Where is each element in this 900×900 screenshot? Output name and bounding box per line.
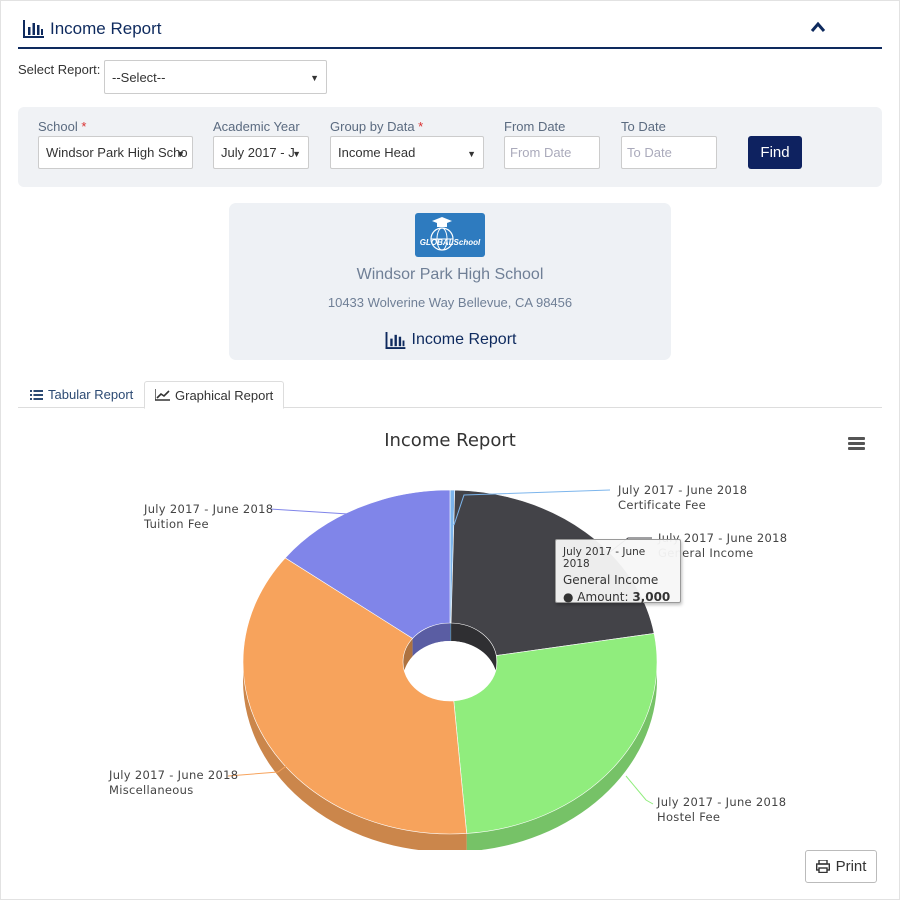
group-by-select[interactable]: Income Head ▼ (330, 136, 484, 169)
group-by-value: Income Head (338, 145, 416, 160)
page-title: Income Report (22, 19, 162, 39)
tooltip-header: July 2017 - June 2018 (563, 546, 646, 570)
tabs-divider (18, 407, 882, 408)
school-name: Windsor Park High School (356, 266, 544, 283)
data-label-tuition-fee: July 2017 - June 2018 Tuition Fee (144, 502, 274, 531)
income-chart: Income Report July 2017 - June 2018 Certi… (18, 420, 882, 850)
report-title: Income Report (229, 331, 671, 349)
academic-year-label: Academic Year (213, 119, 300, 134)
bar-chart-icon (385, 331, 405, 349)
pie-chart-svg (227, 489, 658, 850)
school-address: 10433 Wolverine Way Bellevue, CA 98456 (327, 295, 573, 310)
school-select[interactable]: Windsor Park High Scho ▼ (38, 136, 193, 169)
school-logo: GLOBALSchool (415, 213, 485, 257)
connector-miscellaneous (227, 749, 309, 777)
from-date-label: From Date (504, 119, 566, 134)
school-select-value: Windsor Park High Scho (46, 145, 188, 160)
data-label-certificate-fee: July 2017 - June 2018 Certificate Fee (618, 483, 748, 512)
academic-year-select[interactable]: July 2017 - J ▼ (213, 136, 309, 169)
caret-down-icon: ▼ (176, 148, 185, 159)
pie-inner-wall-miscellaneous (403, 638, 413, 680)
chart-title: Income Report (384, 430, 516, 451)
list-icon (30, 389, 43, 400)
pie-side-hostel-fee (466, 662, 657, 850)
graduation-cap-icon (430, 217, 454, 251)
select-report-dropdown[interactable]: --Select-- ▼ (104, 60, 327, 94)
chart-tooltip: July 2017 - June 2018 General Income ● A… (555, 539, 681, 604)
page-header: Income Report (18, 14, 882, 49)
bar-chart-icon (23, 20, 44, 38)
connector-certificate-fee (453, 489, 611, 526)
line-chart-icon (155, 389, 170, 401)
select-report-label: Select Report: (18, 62, 101, 77)
caret-down-icon: ▼ (292, 148, 301, 159)
connector-hostel-fee (625, 775, 654, 805)
pie-inner-wall-tuition-fee (412, 623, 450, 657)
page-title-text: Income Report (50, 19, 162, 38)
pie-inner-wall-general-income (451, 623, 497, 674)
pie-slice-tuition-fee[interactable] (284, 489, 451, 639)
filter-panel: School * Windsor Park High Scho ▼ Academ… (18, 107, 882, 187)
print-button[interactable]: Print (805, 850, 877, 883)
logo-text: GLOBALSchool (419, 238, 481, 247)
data-label-hostel-fee: July 2017 - June 2018 Hostel Fee (657, 795, 787, 824)
to-date-label: To Date (621, 119, 666, 134)
caret-down-icon: ▼ (310, 73, 319, 83)
tab-graphical-report[interactable]: Graphical Report (144, 381, 285, 409)
pie-slice-hostel-fee[interactable] (453, 633, 658, 834)
pie-inner-wall-certificate-fee (450, 623, 452, 642)
from-date-input[interactable]: From Date (504, 136, 600, 169)
data-label-miscellaneous: July 2017 - June 2018 Miscellaneous (109, 768, 239, 797)
tab-tabular-report[interactable]: Tabular Report (20, 381, 143, 408)
connector-tuition-fee (269, 508, 359, 537)
caret-down-icon: ▼ (467, 148, 476, 159)
find-button[interactable]: Find (748, 136, 802, 169)
printer-icon (815, 860, 830, 873)
tooltip-name: General Income (563, 573, 659, 587)
group-by-label: Group by Data * (330, 119, 424, 134)
school-label: School * (38, 119, 87, 134)
pie-slice-miscellaneous[interactable] (242, 557, 467, 835)
school-card: GLOBALSchool Windsor Park High School 10… (229, 203, 671, 360)
tooltip-value: ● Amount: 3,000 (563, 590, 671, 604)
select-report-value: --Select-- (112, 69, 166, 85)
hamburger-menu-icon[interactable] (848, 437, 865, 451)
chevron-up-icon[interactable] (810, 20, 826, 34)
data-label-general-income: July 2017 - June 2018 General Income (658, 531, 788, 560)
to-date-input[interactable]: To Date (621, 136, 717, 169)
academic-year-value: July 2017 - J (221, 145, 295, 160)
